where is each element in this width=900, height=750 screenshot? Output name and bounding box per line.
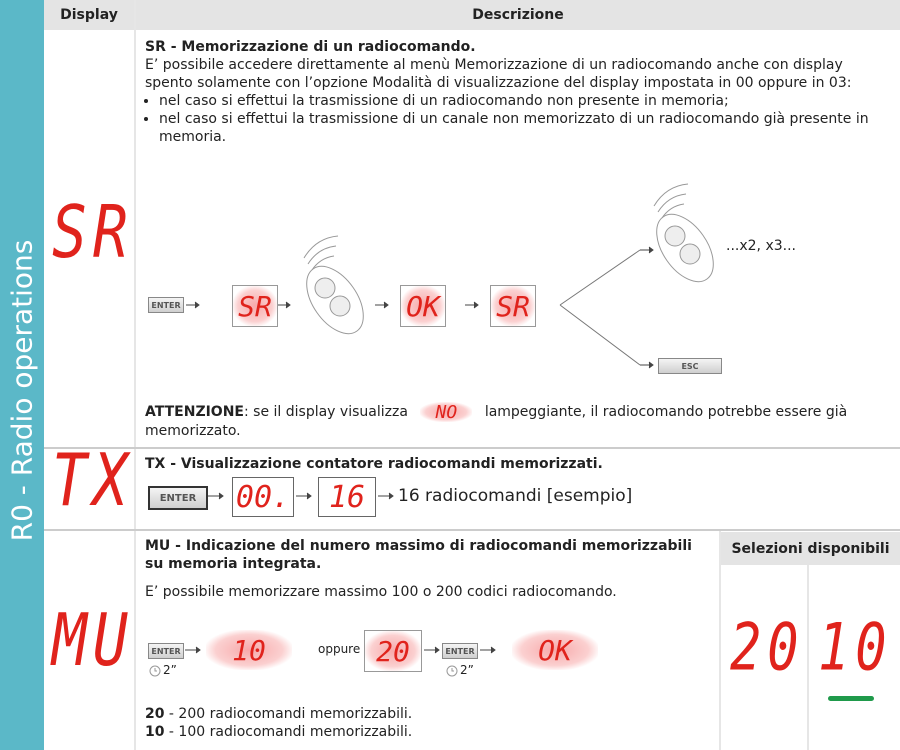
display: SR [490,285,536,327]
enter-key: ENTER [148,486,208,510]
row-title: SR - Memorizzazione di un radiocomando. [145,39,476,55]
hold-time: 2” [460,663,474,677]
row-text: SR - Memorizzazione di un radiocomando. … [145,38,890,146]
display-code: SR [52,189,134,275]
header-display: Display [44,0,134,30]
options: 20 - 200 radiocomandi memorizzabili. 10 … [145,705,412,741]
warning: ATTENZIONE: se il display visualizza NO … [145,402,890,441]
warning-text: lampeggiante, il radiocomando potrebbe e… [145,404,848,439]
display: SR [232,285,278,327]
display: OK [512,630,598,670]
esc-key: ESC [658,358,722,374]
display: 20 [364,630,422,672]
bullet: nel caso si effettui la trasmissione di … [159,92,890,110]
warning-display: NO [420,402,473,422]
display-code: TX [52,437,134,523]
side-bar: R0 - Radio operations [0,30,44,750]
option-value: 20 [145,706,165,722]
hold-time: 2” [163,663,177,677]
display: 10 [206,630,292,670]
selection: 10 [818,610,893,686]
bullet-list: nel caso si effettui la trasmissione di … [145,92,890,146]
or-label: oppure [318,642,361,656]
warning-label: ATTENZIONE [145,404,244,420]
warning-text: : se il display visualizza [244,404,408,420]
panel-title: Selezioni disponibili [721,532,900,565]
bullet: nel caso si effettui la trasmissione di … [159,110,890,146]
display: 16 [318,477,376,517]
option-text: - 200 radiocomandi memorizzabili. [164,706,413,722]
enter-key: ENTER [148,297,184,313]
selection: 20 [730,610,805,686]
display: 00. [232,477,294,517]
option-value: 10 [145,724,165,740]
paragraph: E’ possibile accedere direttamente al me… [145,57,852,91]
repeat-label: ...x2, x3... [726,238,796,254]
side-label: R0 - Radio operations [5,239,39,541]
display-code: MU [52,597,134,683]
enter-key: ENTER [148,643,184,659]
paragraph: E’ possibile memorizzare massimo 100 o 2… [145,584,617,600]
row-title: TX - Visualizzazione contatore radiocoma… [145,456,603,472]
enter-key: ENTER [442,643,478,659]
header-description: Descrizione [136,0,900,30]
result-label: 16 radiocomandi [esempio] [398,486,633,506]
option-text: - 100 radiocomandi memorizzabili. [164,724,413,740]
display: OK [400,285,446,327]
row-title: MU - Indicazione del numero massimo di r… [145,538,692,572]
